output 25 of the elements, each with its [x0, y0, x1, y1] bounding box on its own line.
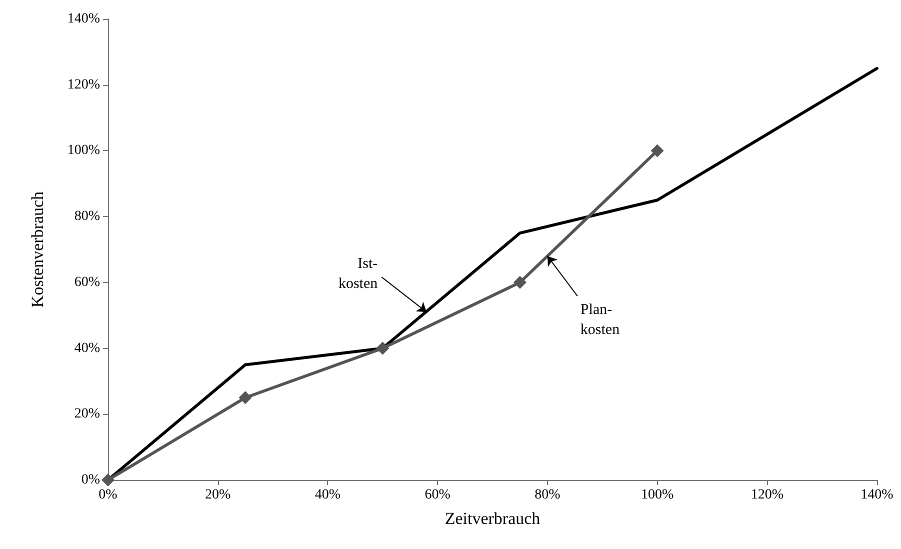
x-tick-label: 120% — [750, 488, 784, 502]
x-axis-title: Zeitverbrauch — [444, 509, 541, 528]
y-axis-title: Kostenverbrauch — [28, 190, 47, 308]
y-tick-label: 120% — [67, 77, 100, 92]
x-tick-label: 40% — [314, 488, 341, 502]
y-tick-label: 140% — [67, 12, 100, 26]
y-tick-label: 80% — [74, 209, 100, 224]
x-tick-label: 100% — [640, 488, 674, 502]
y-tick-label: 100% — [67, 143, 100, 158]
annotation: Ist- kosten — [338, 256, 378, 292]
y-tick-label: 60% — [74, 274, 100, 290]
point — [376, 342, 390, 355]
point — [513, 276, 526, 289]
y-tick-label: 20% — [74, 406, 100, 422]
y-tick-label: 40% — [74, 340, 100, 356]
x-tick-label: 80% — [534, 488, 561, 502]
point — [238, 391, 252, 404]
point — [102, 474, 114, 486]
x-tick-label: 0% — [98, 488, 118, 502]
y-tick-label: 0% — [81, 472, 100, 488]
x-tick-label: 20% — [205, 488, 232, 502]
point — [650, 144, 664, 158]
x-tick-label: 140% — [860, 488, 894, 502]
annotation: Plan- kosten — [580, 302, 620, 338]
x-tick-label: 60% — [424, 488, 451, 502]
